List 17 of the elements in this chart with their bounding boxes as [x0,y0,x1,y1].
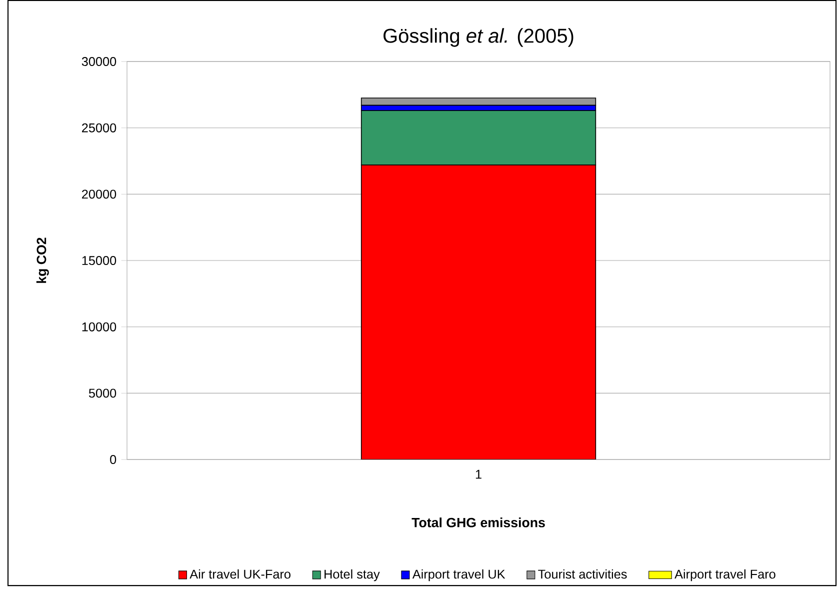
y-axis-title: kg CO2 [36,238,49,284]
y-tick-label: 10000 [82,322,116,332]
y-tick-label: 5000 [88,388,116,398]
legend-label: Airport travel UK [412,570,506,582]
legend-label: Hotel stay [324,570,380,582]
x-tick-label: 1 [476,470,482,479]
y-tick-label: 25000 [82,124,116,133]
y-tick-label: 15000 [82,256,116,266]
y-tick-label: 20000 [82,190,116,199]
x-axis-title: Total GHG emissions [412,518,545,528]
legend-label: Air travel UK-Faro [190,570,290,579]
y-tick-label: 30000 [82,57,116,66]
chart-title: Gössling et al. (2005) [384,28,574,48]
legend-label: Airport travel Faro [674,570,776,582]
legend-label: Tourist activities [538,570,627,579]
bar [360,98,596,106]
y-tick-label: 0 [110,455,116,464]
